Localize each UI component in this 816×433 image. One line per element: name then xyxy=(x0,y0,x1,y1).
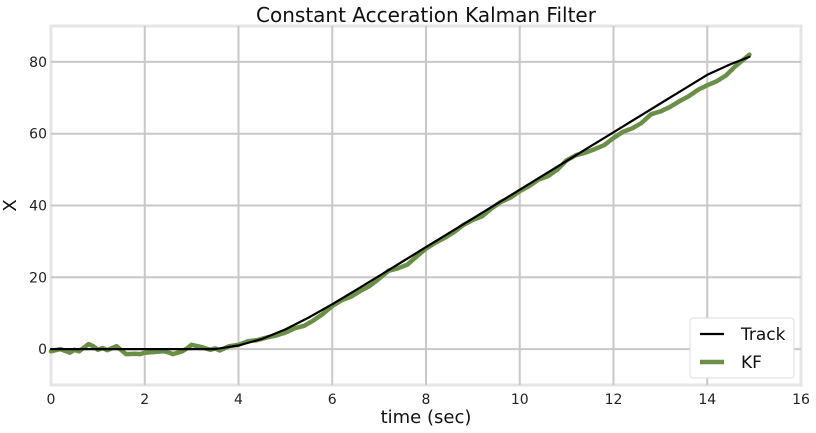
x-tick-label: 0 xyxy=(47,392,56,408)
legend-label-kf: KF xyxy=(741,353,762,373)
legend: Track KF xyxy=(689,317,795,379)
x-tick-label: 4 xyxy=(234,392,243,408)
x-tick-label: 8 xyxy=(422,392,431,408)
y-tick-label: 40 xyxy=(29,199,47,215)
x-tick-label: 10 xyxy=(511,392,529,408)
x-tick-label: 6 xyxy=(328,392,337,408)
y-axis-title: X xyxy=(0,199,21,211)
y-tick-label: 60 xyxy=(29,127,47,143)
x-tick-label: 14 xyxy=(698,392,716,408)
legend-label-track: Track xyxy=(740,325,786,345)
chart-title: Constant Acceration Kalman Filter xyxy=(256,3,597,27)
series-line-kf xyxy=(48,52,752,357)
x-tick-label: 2 xyxy=(140,392,149,408)
x-tick-label: 16 xyxy=(792,392,810,408)
series-line-track xyxy=(49,55,751,351)
x-axis-title: time (sec) xyxy=(381,407,472,428)
y-tick-label: 20 xyxy=(29,270,47,286)
x-tick-label: 12 xyxy=(605,392,623,408)
y-tick-label: 0 xyxy=(38,342,47,358)
y-tick-label: 80 xyxy=(29,55,47,71)
tick-labels: 0 2 4 6 8 10 12 14 16 0 20 40 60 80 xyxy=(29,55,810,408)
series-lines xyxy=(48,52,752,357)
